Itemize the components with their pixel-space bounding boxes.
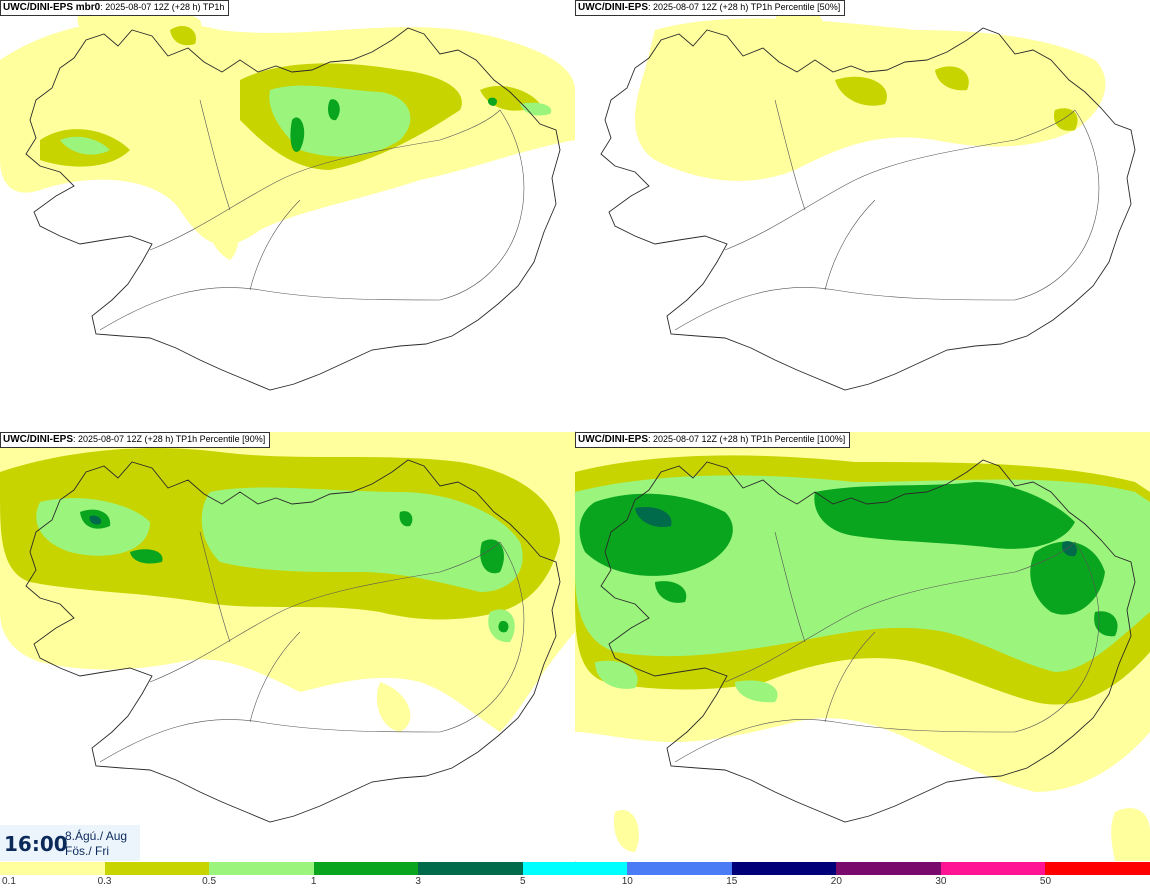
run-info: : 2025-08-07 12Z (+28 h) TP1h Percentile… [73, 434, 266, 444]
precipitation-map [600, 7, 1136, 391]
colorbar-segment [209, 862, 314, 875]
precipitation-map [0, 3, 575, 391]
colorbar-tick-label: 0.3 [97, 876, 112, 887]
run-info: : 2025-08-07 12Z (+28 h) TP1h Percentile… [648, 2, 841, 12]
road-network [674, 531, 1100, 763]
model-name: UWC/DINI-EPS [578, 2, 648, 13]
colorbar-tick-label: 10 [621, 876, 633, 887]
panel-title: UWC/DINI-EPS: 2025-08-07 12Z (+28 h) TP1… [0, 432, 271, 448]
model-name: UWC/DINI-EPS [3, 434, 73, 445]
map-panel-percentile-90[interactable]: UWC/DINI-EPS: 2025-08-07 12Z (+28 h) TP1… [0, 432, 575, 863]
precipitation-map [575, 432, 1150, 861]
map-panel-percentile-100[interactable]: UWC/DINI-EPS: 2025-08-07 12Z (+28 h) TP1… [575, 432, 1150, 861]
colorbar-segment [940, 862, 1046, 875]
valid-date-line1: 8.Ágú./ Aug [65, 829, 128, 843]
model-name: UWC/DINI-EPS mbr0 [3, 2, 101, 13]
precip-field-0.3 [835, 66, 1078, 131]
colorbar-segment [418, 862, 523, 875]
colorbar-tick-label: 20 [830, 876, 842, 887]
colorbar-segment [0, 862, 105, 875]
colorbar-tick-label: 5 [519, 876, 526, 887]
map-panel-percentile-50[interactable]: UWC/DINI-EPS: 2025-08-07 12Z (+28 h) TP1… [575, 0, 1150, 431]
precip-field-3 [635, 506, 1078, 557]
road-network [99, 99, 525, 331]
colorbar-ticks: 0.1 0.3 0.5 1 3 5 10 15 20 30 50 [0, 876, 1150, 891]
precip-field-0.5 [36, 487, 523, 643]
valid-date-line2: Fös./ Fri [65, 844, 109, 858]
colorbar-segment [836, 862, 941, 875]
colorbar-tick-label: 0.1 [2, 876, 16, 887]
panel-title: UWC/DINI-EPS mbr0: 2025-08-07 12Z (+28 h… [0, 0, 230, 16]
precip-field-1 [290, 97, 497, 152]
run-info: : 2025-08-07 12Z (+28 h) TP1h Percentile… [648, 434, 846, 444]
precip-field-1 [579, 482, 1118, 637]
colorbar-tick-label: 1 [310, 876, 317, 887]
road-network [99, 531, 525, 763]
panel-divider [575, 0, 576, 862]
panel-title: UWC/DINI-EPS: 2025-08-07 12Z (+28 h) TP1… [575, 432, 851, 448]
valid-date: 8.Ágú./ Aug Fös./ Fri [65, 829, 127, 859]
valid-time: 16:00 [4, 832, 68, 856]
colorbar-tick-label: 15 [726, 876, 738, 887]
panel-title: UWC/DINI-EPS: 2025-08-07 12Z (+28 h) TP1… [575, 0, 846, 16]
colorbar-segment [627, 862, 732, 875]
colorbar-tick-label: 30 [935, 876, 947, 887]
colorbar-tick-label: 50 [1039, 876, 1052, 887]
precip-field-0.5 [60, 85, 552, 157]
road-network [674, 99, 1100, 331]
precip-field-3 [89, 515, 102, 525]
colorbar-segment [1045, 862, 1150, 875]
colorbar-segment [313, 862, 419, 875]
colorbar-segment [104, 862, 210, 875]
colorbar-segment [522, 862, 628, 875]
precipitation-map [0, 432, 575, 823]
run-info: : 2025-08-07 12Z (+28 h) TP1h [100, 2, 225, 12]
colorbar-segment [731, 862, 837, 875]
valid-time-box: 16:00 8.Ágú./ Aug Fös./ Fri [0, 825, 140, 861]
model-name: UWC/DINI-EPS [578, 434, 648, 445]
colorbar-tick-label: 3 [415, 876, 421, 887]
colorbar-tick-label: 0.5 [202, 876, 217, 887]
map-panel-mbr0[interactable]: UWC/DINI-EPS mbr0: 2025-08-07 12Z (+28 h… [0, 0, 575, 431]
colorbar-legend [0, 862, 1150, 875]
